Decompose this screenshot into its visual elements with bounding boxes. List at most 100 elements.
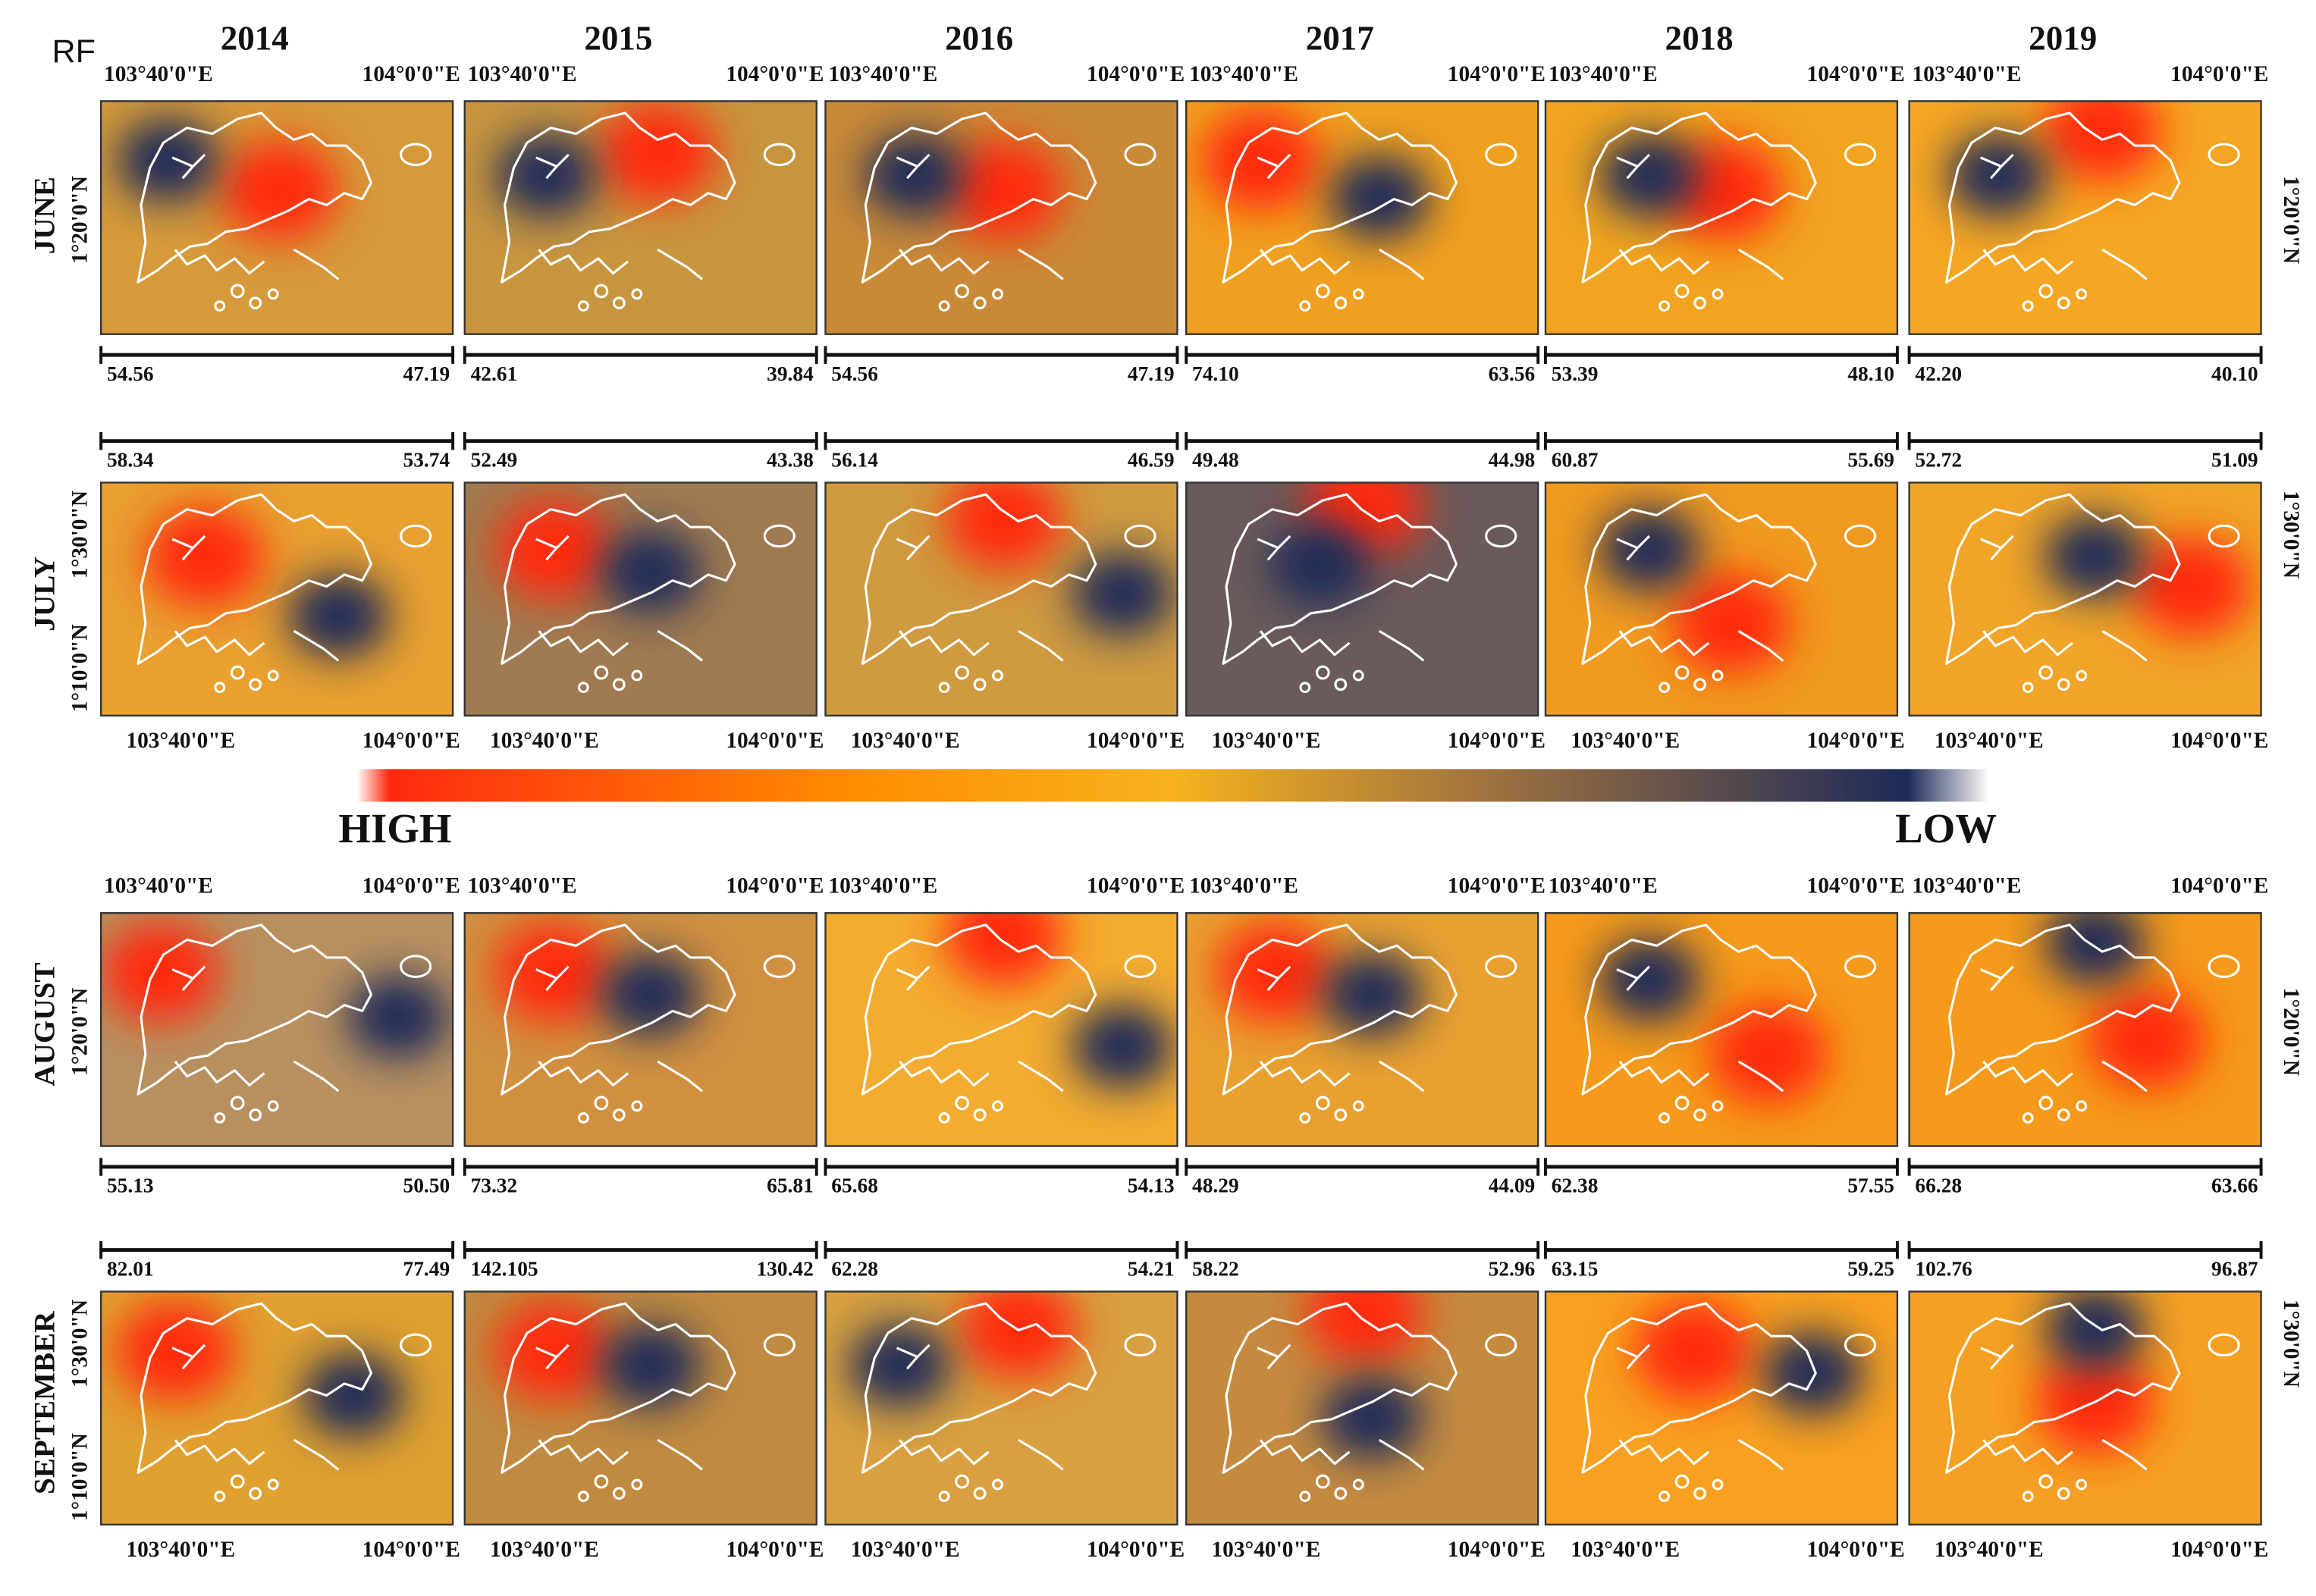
high-area <box>944 913 1063 986</box>
lon-label: 104°0'0"E <box>1807 62 1905 86</box>
lon-label: 103°40'0"E <box>1935 729 2044 753</box>
scale-min: 53.74 <box>403 448 450 471</box>
low-area <box>599 1324 701 1408</box>
scale-min: 57.55 <box>1847 1174 1894 1197</box>
map-panel <box>825 1291 1178 1525</box>
figure-label: RF <box>52 33 96 70</box>
lon-label: 103°40'0"E <box>851 729 960 753</box>
scale-max: 66.28 <box>1915 1174 1962 1197</box>
scale-max: 74.10 <box>1192 362 1239 385</box>
lat-label: 1°30'0"N <box>67 1300 92 1387</box>
scale-min: 46.59 <box>1128 448 1175 471</box>
lat-label: 1°20'0"N <box>2279 176 2303 264</box>
map-panel <box>101 482 453 716</box>
scale-min: 44.09 <box>1489 1174 1536 1197</box>
map-panel <box>1909 101 2261 334</box>
lat-label: 1°10'0"N <box>67 1433 92 1521</box>
lat-label: 1°20'0"N <box>2279 988 2303 1076</box>
year-label: 2016 <box>945 19 1013 57</box>
map-frame <box>463 912 818 1147</box>
scale-min: 47.19 <box>1128 362 1175 385</box>
lon-label: 104°0'0"E <box>726 1538 824 1562</box>
low-area <box>2044 515 2145 599</box>
scale-max: 62.28 <box>831 1257 878 1280</box>
lat-label: 1°30'0"N <box>67 491 92 579</box>
map-frame <box>99 481 454 717</box>
map-frame <box>1544 100 1899 335</box>
lon-label: 104°0'0"E <box>2170 62 2268 86</box>
map-panel <box>825 101 1178 334</box>
lon-label: 103°40'0"E <box>126 1538 235 1562</box>
lon-label: 104°0'0"E <box>726 62 824 86</box>
scale-min: 50.50 <box>403 1174 450 1197</box>
lon-label: 104°0'0"E <box>362 62 460 86</box>
map-frame <box>1185 912 1539 1147</box>
low-area <box>2044 913 2145 985</box>
map-panel <box>1186 101 1539 334</box>
map-panel <box>825 482 1178 716</box>
low-area <box>1599 938 1700 1022</box>
map-frame <box>1908 1290 2262 1525</box>
high-area <box>494 499 614 600</box>
high-area <box>598 102 717 204</box>
scale-min: 63.56 <box>1489 362 1536 385</box>
map-frame <box>1185 481 1539 717</box>
scale-max: 42.20 <box>1915 362 1962 385</box>
lon-label: 103°40'0"E <box>1571 1538 1680 1562</box>
map-panel <box>1909 913 2261 1146</box>
scale-min: 59.25 <box>1847 1257 1894 1280</box>
low-area <box>1599 507 1700 591</box>
high-area <box>1634 1300 1754 1402</box>
lat-label: 1°30'0"N <box>2279 491 2303 579</box>
map-panel <box>101 1291 453 1525</box>
scale-max: 142.105 <box>471 1257 538 1280</box>
lat-label: 1°30'0"N <box>2279 1300 2303 1387</box>
scale-min: 63.66 <box>2211 1174 2258 1197</box>
lon-label: 104°0'0"E <box>2170 1538 2268 1562</box>
map-frame <box>1185 1290 1539 1525</box>
lon-label: 103°40'0"E <box>1913 62 2022 86</box>
year-label: 2019 <box>2029 19 2097 57</box>
map-panel <box>101 913 453 1146</box>
year-label: 2015 <box>584 19 652 57</box>
high-area <box>115 1300 235 1402</box>
lon-label: 103°40'0"E <box>1935 1538 2044 1562</box>
map-frame <box>1544 481 1899 717</box>
map-panel <box>1909 482 2261 716</box>
high-area <box>2132 535 2251 638</box>
map-panel <box>464 913 817 1146</box>
lon-label: 103°40'0"E <box>851 1538 960 1562</box>
lon-label: 104°0'0"E <box>2170 874 2268 898</box>
low-area <box>1072 552 1173 636</box>
lon-label: 104°0'0"E <box>1807 1538 1905 1562</box>
map-panel <box>101 101 453 334</box>
low-area <box>599 530 701 613</box>
legend-low: LOW <box>1895 805 1997 851</box>
high-area <box>101 921 220 1024</box>
scale-min: 96.87 <box>2211 1257 2258 1280</box>
scale-max: 62.38 <box>1552 1174 1599 1197</box>
scale-min: 54.21 <box>1128 1257 1175 1280</box>
year-label: 2017 <box>1306 19 1374 57</box>
low-area <box>1947 133 2049 218</box>
low-area <box>1329 155 1430 240</box>
lon-label: 104°0'0"E <box>1807 874 1905 898</box>
map-frame <box>1908 100 2262 335</box>
map-panel <box>1545 913 1897 1146</box>
map-frame <box>824 100 1178 335</box>
scale-max: 53.39 <box>1552 362 1599 385</box>
low-area <box>1269 522 1370 606</box>
lon-label: 104°0'0"E <box>726 729 824 753</box>
map-frame <box>824 1290 1178 1525</box>
lon-label: 104°0'0"E <box>1087 62 1185 86</box>
low-area <box>1321 1376 1423 1460</box>
lon-label: 104°0'0"E <box>362 1538 460 1562</box>
low-area <box>303 1353 404 1438</box>
lon-label: 103°40'0"E <box>104 62 213 86</box>
scale-max: 58.34 <box>107 448 154 471</box>
map-panel <box>1545 482 1897 716</box>
month-label: AUGUST <box>29 962 61 1086</box>
scale-max: 54.56 <box>831 362 878 385</box>
lat-label: 1°20'0"N <box>67 176 92 264</box>
scale-max: 56.14 <box>831 448 878 471</box>
